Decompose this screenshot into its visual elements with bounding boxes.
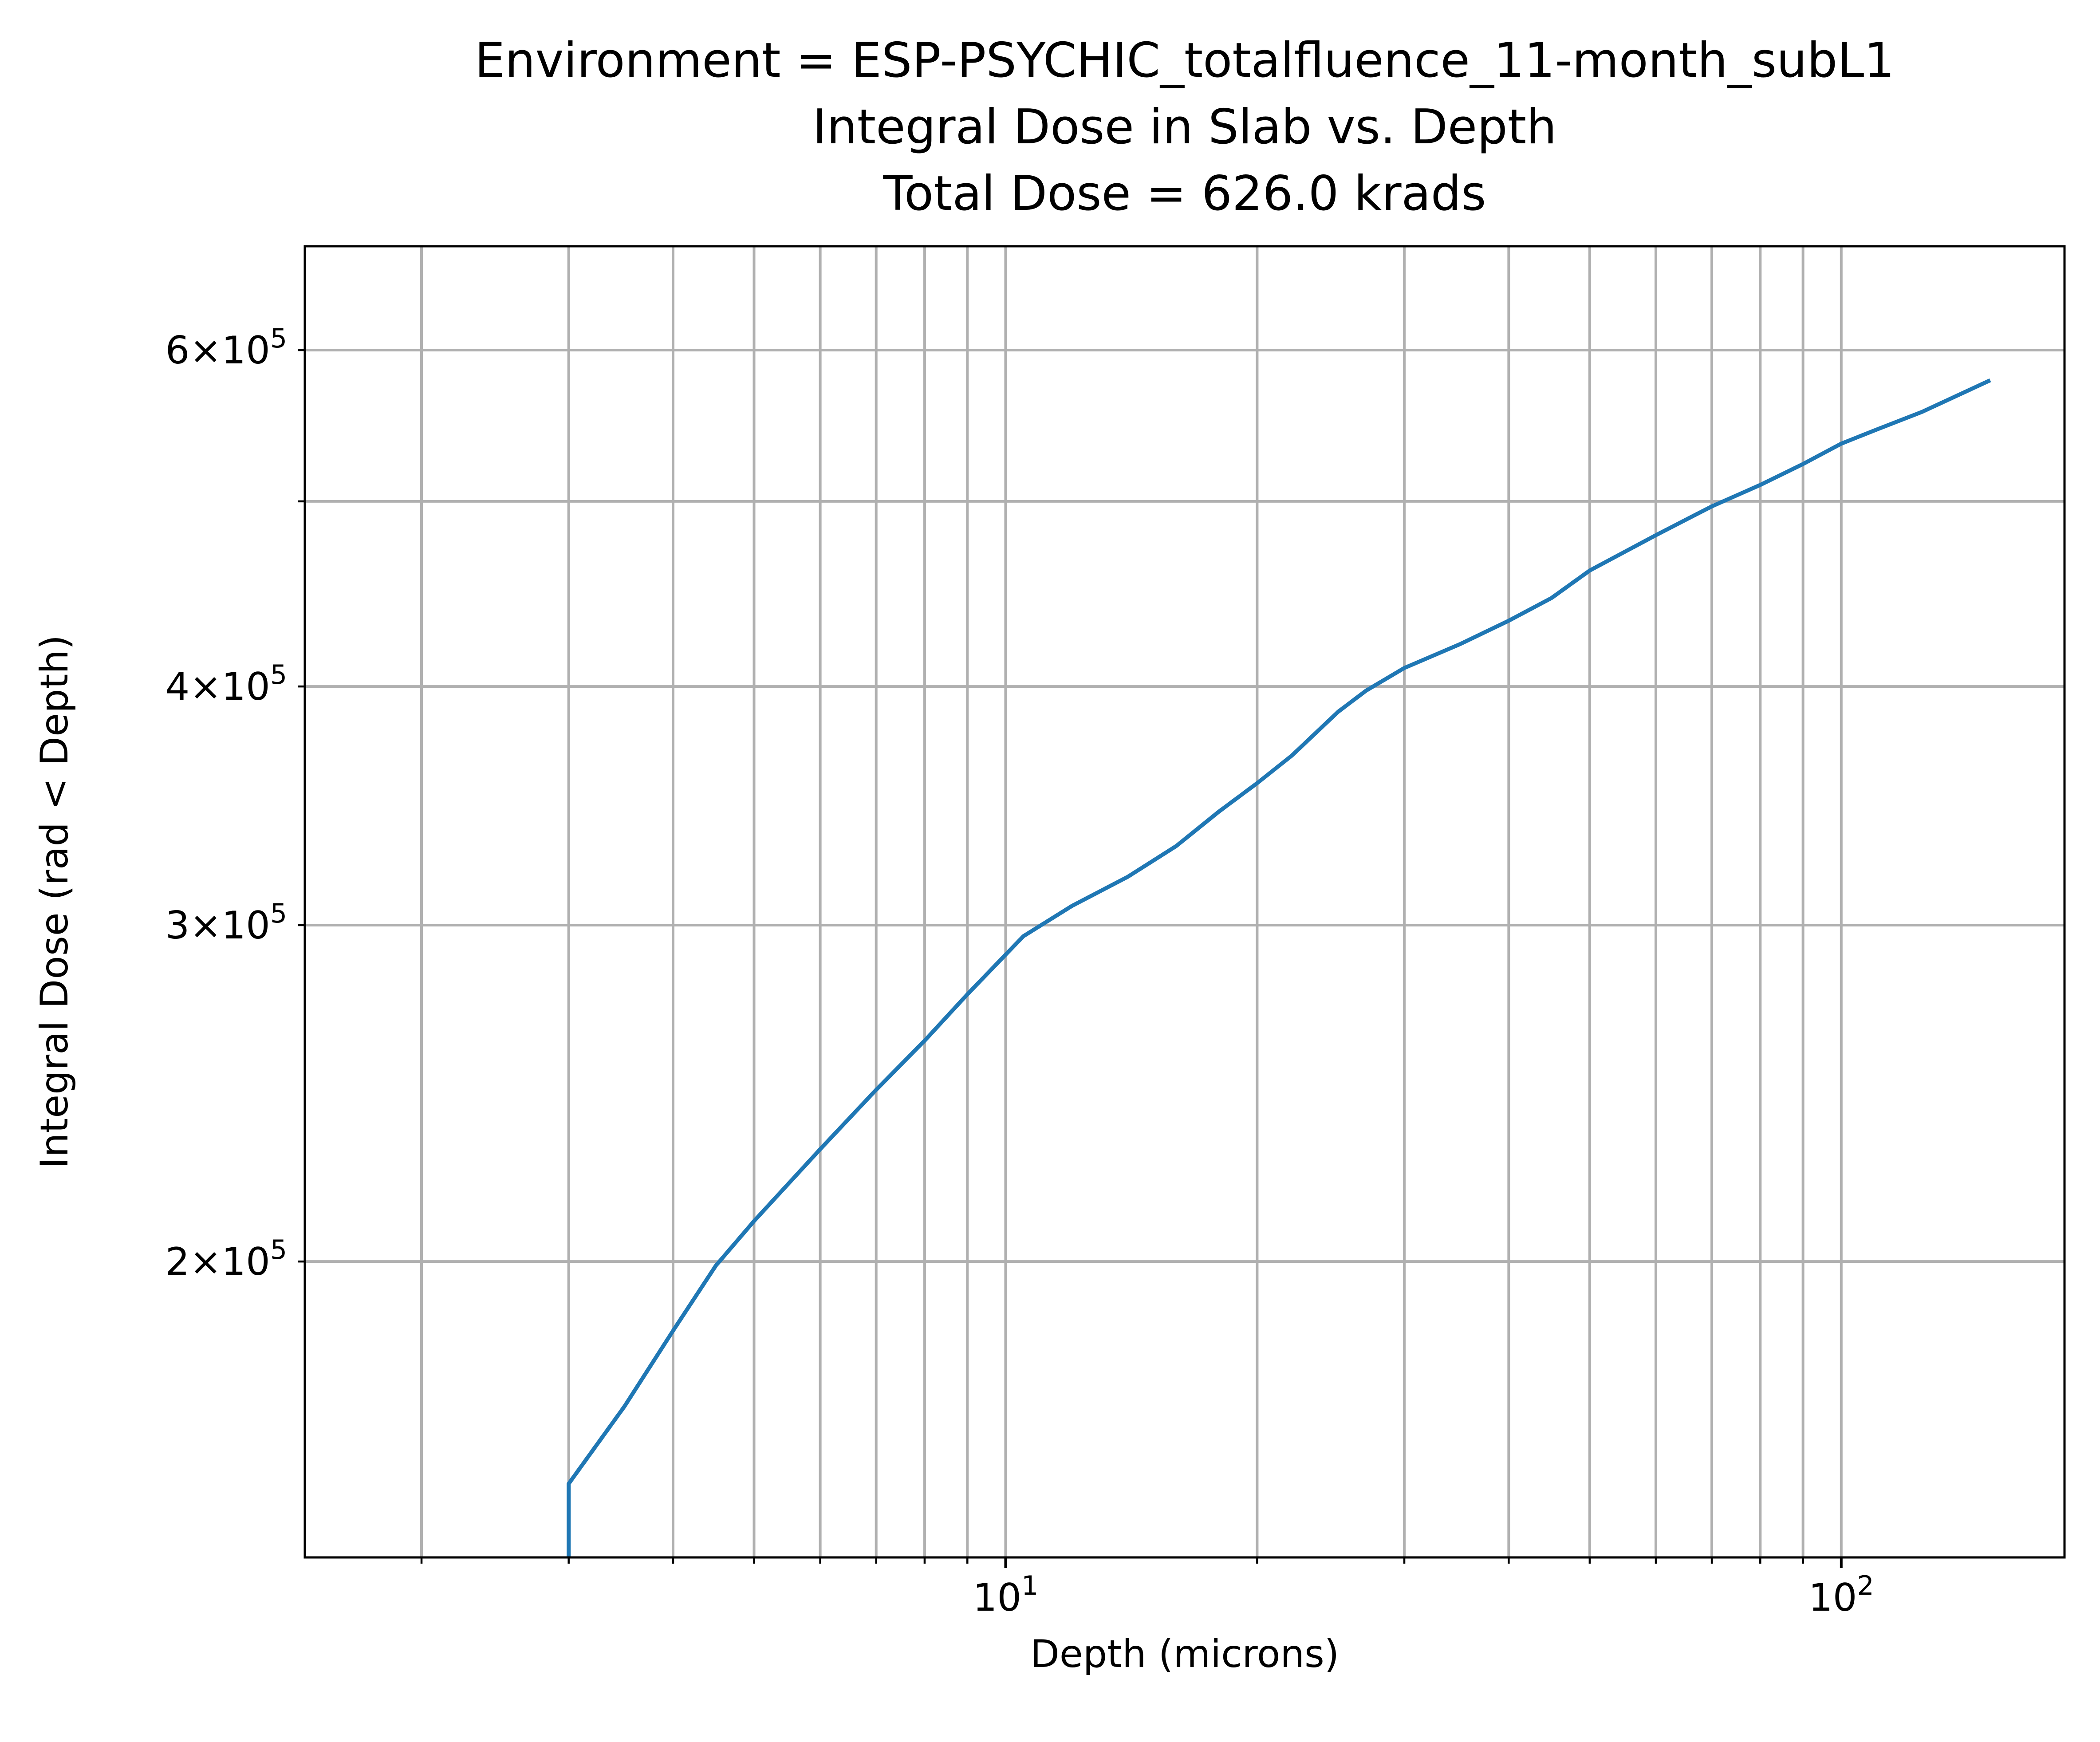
- plot-series: [567, 378, 1991, 1557]
- chart-title-line-1: Environment = ESP-PSYCHIC_totalfluence_1…: [475, 33, 1895, 88]
- y-tick-label: 2×105: [165, 1234, 287, 1284]
- chart-title-line-3: Total Dose = 626.0 krads: [883, 166, 1486, 221]
- x-axis-label: Depth (microns): [1030, 1632, 1340, 1676]
- x-tick-label: 102: [1808, 1570, 1874, 1620]
- grid: [305, 246, 2065, 1557]
- x-tick-label: 101: [973, 1570, 1039, 1620]
- axis-ticks: 101 102 2×105 3×105 4×105 6×105: [165, 323, 1874, 1620]
- dose-series-line: [567, 378, 1991, 1557]
- y-tick-label: 4×105: [165, 659, 287, 709]
- y-tick-label: 3×105: [165, 898, 287, 948]
- y-axis-label: Integral Dose (rad < Depth): [32, 635, 77, 1169]
- y-tick-label: 6×105: [165, 323, 287, 373]
- plot-frame: [303, 245, 2066, 1559]
- chart-title-line-2: Integral Dose in Slab vs. Depth: [812, 99, 1556, 155]
